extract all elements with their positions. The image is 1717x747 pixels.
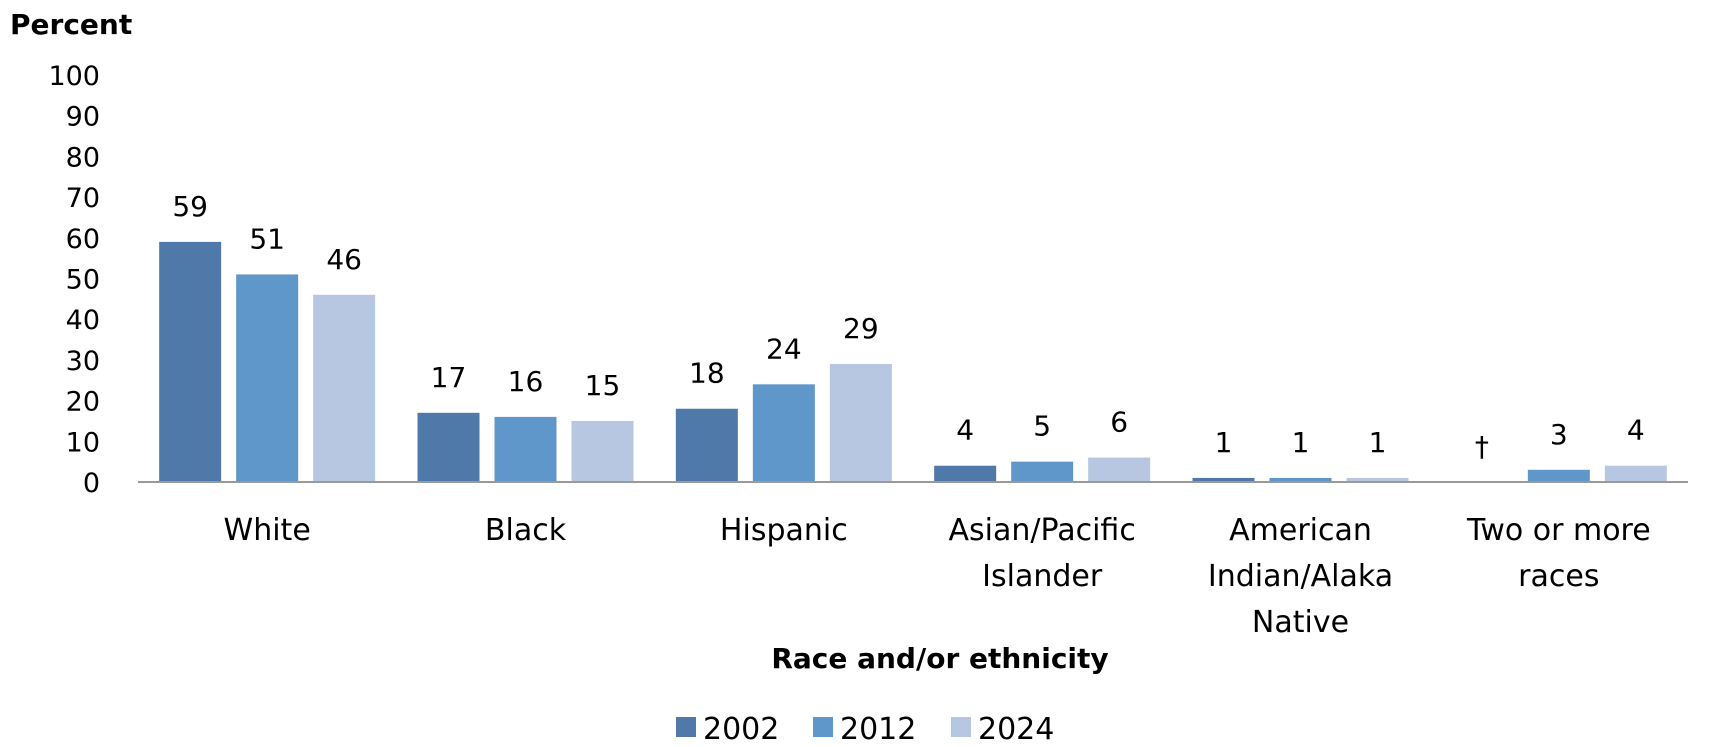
legend: 2002 2012 2024 xyxy=(676,712,1054,747)
bar xyxy=(934,465,997,482)
data-label: 6 xyxy=(1110,406,1128,439)
data-label: 24 xyxy=(766,332,802,365)
data-label: 46 xyxy=(326,243,362,276)
bar xyxy=(675,408,738,482)
x-axis-title: Race and/or ethnicity xyxy=(771,642,1108,675)
y-tick-label: 10 xyxy=(66,427,100,458)
category-label: White xyxy=(224,513,311,548)
data-labels: 59 51 46 17 16 15 18 24 29 4 5 6 1 1 1 † 3 4 xyxy=(172,190,1644,463)
y-tick-label: 30 xyxy=(66,346,100,377)
category-label: Two or more xyxy=(1466,513,1651,548)
data-label: 17 xyxy=(431,361,467,394)
legend-swatch xyxy=(676,717,696,737)
category-label: Native xyxy=(1252,605,1349,640)
legend-label: 2002 xyxy=(703,712,779,747)
category-label: American xyxy=(1229,513,1372,548)
y-tick-label: 70 xyxy=(66,183,100,214)
bar xyxy=(1088,457,1151,482)
bar xyxy=(236,274,299,482)
y-tick-label: 20 xyxy=(66,387,100,418)
data-label: 3 xyxy=(1550,418,1568,451)
category-label: Black xyxy=(485,513,567,548)
bar xyxy=(1011,461,1074,482)
bar xyxy=(1604,465,1667,482)
y-axis-title: Percent xyxy=(10,8,132,41)
legend-swatch xyxy=(951,717,971,737)
y-tick-label: 100 xyxy=(48,61,100,92)
data-label: 18 xyxy=(689,357,725,390)
data-label: 1 xyxy=(1292,426,1310,459)
bar xyxy=(752,384,815,482)
data-label: 4 xyxy=(956,414,974,447)
bar xyxy=(829,363,892,482)
y-tick-label: 0 xyxy=(83,468,100,499)
y-tick-label: 90 xyxy=(66,102,100,133)
y-axis-ticks: 0 10 20 30 40 50 60 70 80 90 100 xyxy=(48,61,100,499)
category-label: Hispanic xyxy=(720,513,848,548)
bar xyxy=(1346,477,1409,482)
data-label: 4 xyxy=(1627,414,1645,447)
bar xyxy=(1192,477,1255,482)
bar xyxy=(494,416,557,482)
category-label: Asian/Pacific xyxy=(948,513,1135,548)
bar xyxy=(1269,477,1332,482)
legend-swatch xyxy=(813,717,833,737)
y-tick-label: 50 xyxy=(66,265,100,296)
data-label: 1 xyxy=(1369,426,1387,459)
data-label: 16 xyxy=(508,365,544,398)
category-labels: White Black Hispanic Asian/Pacific Islander A… xyxy=(224,513,1651,640)
y-tick-label: 80 xyxy=(66,142,100,173)
legend-label: 2012 xyxy=(840,712,916,747)
bar xyxy=(417,412,480,482)
data-label: 5 xyxy=(1033,410,1051,443)
y-tick-label: 40 xyxy=(66,305,100,336)
bar xyxy=(313,294,376,482)
data-label: 59 xyxy=(172,190,208,223)
bar xyxy=(571,420,634,482)
data-label: 1 xyxy=(1215,426,1233,459)
category-label: races xyxy=(1518,559,1599,594)
category-label: Islander xyxy=(982,559,1103,594)
bar xyxy=(159,241,222,482)
data-label: 15 xyxy=(585,369,621,402)
legend-label: 2024 xyxy=(978,712,1054,747)
category-label: Indian/Alaka xyxy=(1208,559,1393,594)
y-tick-label: 60 xyxy=(66,224,100,255)
bar xyxy=(1527,469,1590,482)
bars xyxy=(159,241,1667,482)
data-label: 29 xyxy=(843,312,879,345)
data-label: 51 xyxy=(249,222,285,255)
data-label: † xyxy=(1475,430,1489,463)
